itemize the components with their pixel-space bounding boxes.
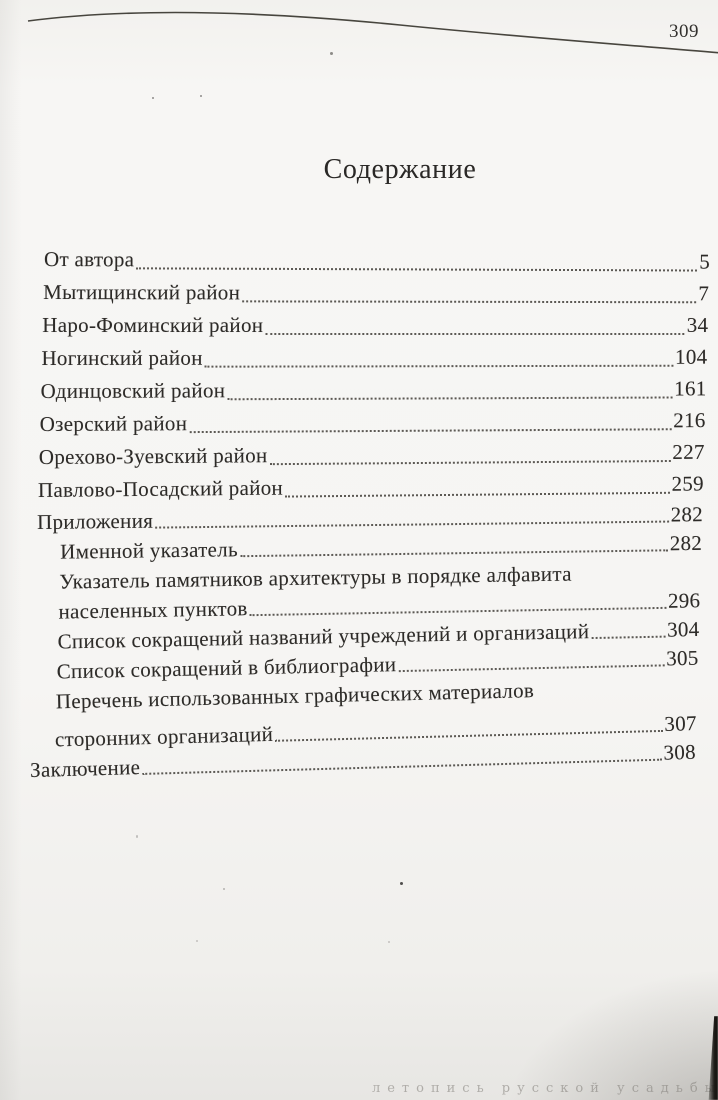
dot-leader xyxy=(285,491,670,498)
toc-entry-page: 7 xyxy=(698,281,710,306)
toc-entry: Мытищинский район 7 xyxy=(43,276,709,310)
dot-leader xyxy=(265,332,685,335)
toc-entry-label: Озерский район xyxy=(39,411,188,436)
toc-entry-page: 308 xyxy=(663,739,697,765)
dust-speck xyxy=(330,52,333,55)
toc-entry-label: Заключение xyxy=(29,754,141,782)
toc-entry: Озерский район 216 xyxy=(40,404,706,441)
dust-speck xyxy=(152,97,154,99)
page-top-rule xyxy=(27,11,718,54)
toc-entry-page: 5 xyxy=(699,249,711,274)
toc-entry: Наро-Фоминский район 34 xyxy=(42,309,708,342)
toc-entry-page: 34 xyxy=(686,312,709,337)
toc-entry: Ногинский район 104 xyxy=(41,341,707,375)
toc-entry-label: Мытищинский район xyxy=(43,280,241,305)
dot-leader xyxy=(204,364,674,368)
dust-speck xyxy=(136,835,138,838)
toc-entry-page: 305 xyxy=(665,645,699,671)
dot-leader xyxy=(155,520,669,529)
dot-leader xyxy=(227,396,673,401)
dot-leader xyxy=(136,267,698,272)
dot-leader xyxy=(242,300,697,304)
toc-entry-label: Павлово-Посадский район xyxy=(37,475,284,502)
dot-leader xyxy=(239,549,668,558)
toc-entry-label: От автора xyxy=(44,247,135,272)
dot-leader xyxy=(269,460,671,466)
toc-entry-page: 227 xyxy=(672,439,705,465)
book-edge-shadow xyxy=(708,1016,718,1100)
toc-entry-page: 282 xyxy=(670,502,704,527)
toc-entry-page: 304 xyxy=(666,616,700,642)
toc-entry-label: населенных пунктов xyxy=(58,596,248,624)
dust-speck xyxy=(223,888,225,890)
toc-entry-page: 307 xyxy=(664,711,698,736)
toc-entry-page: 161 xyxy=(674,376,707,401)
dust-speck xyxy=(200,95,202,97)
toc-entry-page: 296 xyxy=(667,588,701,613)
dot-leader xyxy=(189,428,672,434)
dust-speck xyxy=(400,882,403,885)
toc-entry: От автора 5 xyxy=(44,243,710,279)
toc-entry-page: 259 xyxy=(671,471,705,496)
toc-entry-label: Именной указатель xyxy=(60,537,239,564)
toc-entry-label: Ногинский район xyxy=(41,345,203,370)
dust-speck xyxy=(196,940,198,942)
toc-entry-label: Приложения xyxy=(36,508,154,534)
toc-entry: Одинцовский район 161 xyxy=(40,372,707,408)
page-number: 309 xyxy=(669,21,699,42)
toc-entry-label: Орехово-Зуевский район xyxy=(38,443,268,469)
toc-entry-page: 216 xyxy=(673,408,706,433)
dust-speck xyxy=(388,941,390,943)
toc-entry-page: 104 xyxy=(674,344,708,369)
toc-entry-label: Одинцовский район xyxy=(40,378,226,403)
toc-entry-page: 282 xyxy=(669,530,703,556)
table-of-contents: От автора 5 Мытищинский район 7 Наро-Фом… xyxy=(0,243,718,785)
series-watermark: летопись русской усадьбы xyxy=(371,1081,718,1096)
page-title: Содержание xyxy=(323,154,477,185)
dot-leader xyxy=(142,758,662,775)
dot-leader xyxy=(249,606,667,617)
dot-leader xyxy=(591,635,666,640)
dot-leader xyxy=(398,664,665,673)
toc-entry-label: Наро-Фоминский район xyxy=(42,312,264,337)
